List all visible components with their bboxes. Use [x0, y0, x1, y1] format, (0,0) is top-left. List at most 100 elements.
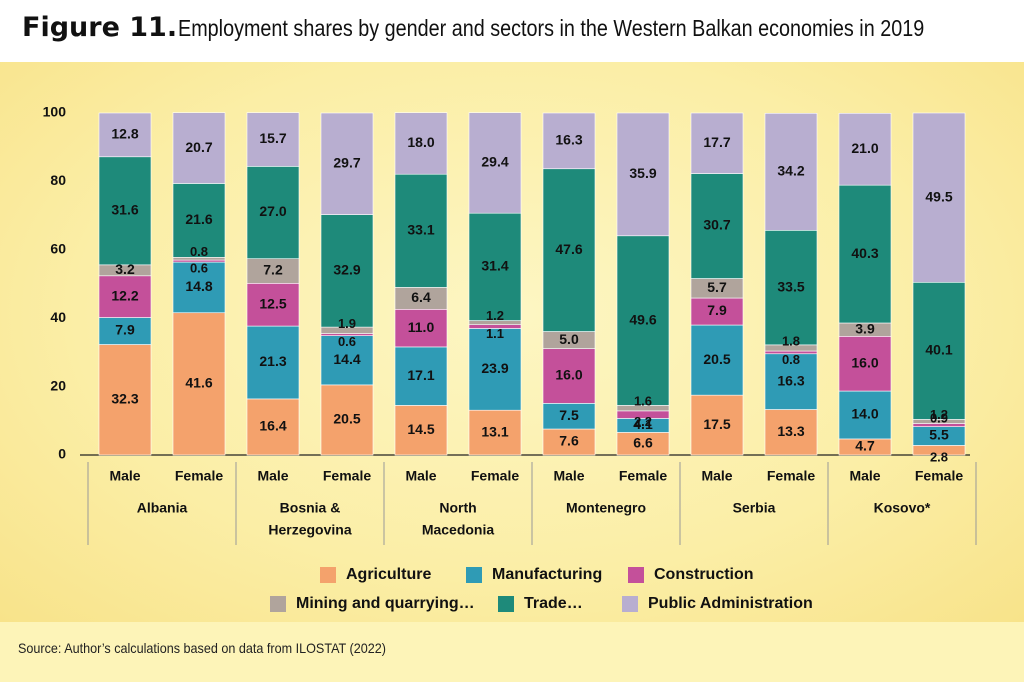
data-label: 6.6 [633, 434, 653, 450]
data-label: 1.2 [486, 308, 504, 323]
data-label: 34.2 [777, 163, 804, 179]
bar-segment [542, 403, 596, 430]
data-label: 0.8 [190, 244, 208, 259]
bar-segment [616, 235, 670, 406]
legend-swatch [622, 596, 638, 612]
data-label: 12.2 [111, 287, 138, 303]
x-tick-label: Female [915, 468, 963, 484]
legend-swatch [498, 596, 514, 612]
data-label: 4.1 [633, 416, 653, 432]
bar-segment [172, 112, 226, 184]
y-tick-label: 0 [58, 446, 66, 462]
data-label: 0.9 [930, 411, 948, 426]
bar-segment [542, 112, 596, 170]
data-label: 17.5 [703, 416, 730, 432]
data-label: 33.1 [407, 222, 434, 238]
legend-swatch [466, 567, 482, 583]
data-label: 32.9 [333, 262, 360, 278]
x-tick-label: Male [553, 468, 584, 484]
data-label: 27.0 [259, 203, 286, 219]
data-label: 16.3 [555, 132, 582, 148]
data-label: 47.6 [555, 241, 582, 257]
bar-segment [838, 184, 892, 324]
bar-segment [690, 112, 744, 174]
data-label: 13.3 [777, 423, 804, 439]
x-tick-label: Female [323, 468, 371, 484]
x-tick-label: Male [701, 468, 732, 484]
data-label: 14.0 [851, 406, 878, 422]
data-label: 40.1 [925, 342, 952, 358]
data-label: 5.7 [707, 279, 727, 295]
x-tick-label: Male [109, 468, 140, 484]
x-tick-label: Male [257, 468, 288, 484]
data-label: 2.8 [930, 450, 948, 465]
bar-segment [764, 113, 818, 231]
x-tick-label: Female [767, 468, 815, 484]
x-tick-label: Female [471, 468, 519, 484]
data-label: 1.2 [930, 407, 948, 422]
bar-segment [98, 344, 152, 456]
data-label: 3.2 [115, 261, 135, 277]
data-label: 30.7 [703, 217, 730, 233]
data-label: 41.6 [185, 375, 212, 391]
legend-swatch [628, 567, 644, 583]
data-label: 14.8 [185, 278, 212, 294]
group-label: Macedonia [422, 522, 495, 538]
bar-segment [838, 390, 892, 440]
x-tick-label: Female [175, 468, 223, 484]
bar-segment [394, 112, 448, 175]
data-label: 5.0 [559, 331, 579, 347]
group-label: Albania [137, 500, 188, 516]
bar-segment [246, 283, 300, 327]
data-label: 12.5 [259, 295, 286, 311]
data-label: 32.3 [111, 390, 138, 406]
data-label: 21.6 [185, 211, 212, 227]
data-label: 18.0 [407, 134, 434, 150]
bar-segment [394, 346, 448, 406]
data-label: 17.7 [703, 134, 730, 150]
bar-segment [764, 230, 818, 346]
data-label: 20.7 [185, 139, 212, 155]
data-label: 12.8 [111, 126, 138, 142]
bar-segment [542, 168, 596, 332]
data-label: 7.9 [115, 322, 135, 338]
x-tick-label: Male [405, 468, 436, 484]
data-label: 20.5 [333, 411, 360, 427]
bar-segment [246, 325, 300, 400]
data-label: 7.6 [559, 433, 579, 449]
bar-segment [394, 309, 448, 348]
legend-swatch [320, 567, 336, 583]
bar-segment [172, 261, 226, 314]
bar-segment [98, 275, 152, 318]
data-label: 13.1 [481, 423, 508, 439]
data-label: 16.4 [259, 418, 286, 434]
bar-segment [394, 405, 448, 456]
data-label: 49.5 [925, 188, 952, 204]
y-tick-label: 40 [50, 309, 66, 325]
data-label: 40.3 [851, 245, 878, 261]
bar-segment [172, 183, 226, 258]
bar-segment [690, 324, 744, 396]
data-label: 0.6 [338, 334, 356, 349]
bar-segment [912, 112, 966, 283]
bar-segment [468, 328, 522, 411]
y-tick-label: 20 [50, 377, 66, 393]
data-label: 31.4 [481, 258, 508, 274]
data-label: 1.1 [486, 326, 504, 341]
bar-segment [320, 335, 374, 386]
figure-label: Figure 11. [22, 12, 178, 43]
data-label: 49.6 [629, 311, 656, 327]
bar-segment [98, 317, 152, 345]
data-label: 16.0 [851, 354, 878, 370]
bar-segment [246, 398, 300, 456]
bar-segment [838, 336, 892, 392]
data-label: 0.8 [782, 352, 800, 367]
bar-segment [98, 112, 152, 158]
data-label: 3.9 [855, 320, 875, 336]
legend-label: Trade… [524, 595, 583, 612]
data-label: 1.6 [634, 394, 652, 409]
bar-segment [764, 353, 818, 410]
legend-label: Construction [654, 566, 754, 583]
data-label: 16.3 [777, 372, 804, 388]
data-label: 4.7 [855, 438, 875, 454]
